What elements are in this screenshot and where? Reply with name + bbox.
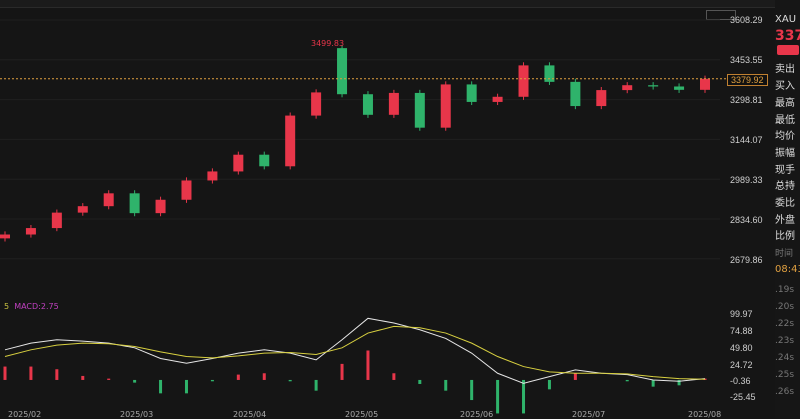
price-axis-label: 3298.81 xyxy=(730,95,763,105)
candle xyxy=(155,199,166,214)
candle xyxy=(466,84,477,102)
tick: .24s xyxy=(775,353,795,363)
favorite-button[interactable] xyxy=(777,45,799,55)
macd-axis-label: 49.80 xyxy=(730,343,753,353)
macd-axis-label: 74.88 xyxy=(730,326,753,336)
tick: .23s xyxy=(775,336,795,346)
macd-axis-label: -0.36 xyxy=(730,376,751,386)
tick: .25s xyxy=(775,370,795,380)
price-axis-label: 3453.55 xyxy=(730,55,763,65)
candle xyxy=(700,78,710,90)
date-label: 2025/06 xyxy=(460,410,494,419)
candle xyxy=(518,65,529,97)
candle xyxy=(207,171,218,181)
tick: .26s xyxy=(775,387,795,397)
label-outer: 外盘 xyxy=(775,215,795,226)
candle xyxy=(414,92,425,128)
date-label: 2025/02 xyxy=(8,410,42,419)
candle xyxy=(51,212,62,229)
price-axis-label: 3608.29 xyxy=(730,15,763,25)
label-high: 最高 xyxy=(775,98,795,109)
tick: .22s xyxy=(775,319,795,329)
label-buy: 买入 xyxy=(775,81,795,92)
candle xyxy=(25,228,36,235)
candle xyxy=(648,85,659,87)
macd-axis-label: 24.72 xyxy=(730,360,753,370)
candle xyxy=(259,154,270,167)
quote-panel: XAU 337 卖出 买入 最高 最低 均价 振幅 现手 总持 委比 外盘 比例… xyxy=(775,0,800,418)
candle xyxy=(388,92,399,115)
date-label: 2025/07 xyxy=(572,410,606,419)
price-axis-label: 2989.33 xyxy=(730,175,763,185)
candle xyxy=(233,154,244,172)
candle xyxy=(129,193,140,214)
tick: .19s xyxy=(775,285,795,295)
candle xyxy=(0,234,10,239)
candle xyxy=(570,81,581,107)
date-label: 2025/05 xyxy=(345,410,379,419)
dea-line xyxy=(4,325,706,380)
candle xyxy=(596,90,607,107)
candle xyxy=(103,193,114,207)
toolbar xyxy=(0,0,800,8)
time-value: 08:43 xyxy=(775,264,800,275)
macd-legend: 5 MACD:2.75 xyxy=(4,302,59,311)
candle xyxy=(544,65,555,82)
candle xyxy=(311,92,322,116)
label-ratio: 比例 xyxy=(775,231,795,242)
label-sell: 卖出 xyxy=(775,64,795,75)
label-avg: 均价 xyxy=(775,131,795,142)
candle xyxy=(622,85,633,91)
candle xyxy=(440,84,451,128)
price-axis-label: 3144.07 xyxy=(730,135,763,145)
macd-axis-label: -25.45 xyxy=(730,392,756,402)
macd-axis-label: 99.97 xyxy=(730,309,753,319)
candle xyxy=(77,206,88,213)
candle xyxy=(492,96,503,102)
symbol: XAU xyxy=(775,14,797,25)
chart-layout-buttons[interactable] xyxy=(706,10,736,20)
date-label: 2025/04 xyxy=(233,410,267,419)
label-volume: 现手 xyxy=(775,165,795,176)
kline-chart[interactable] xyxy=(0,0,775,418)
label-amplitude: 振幅 xyxy=(775,148,795,159)
date-label: 2025/08 xyxy=(688,410,722,419)
candle xyxy=(181,180,192,200)
label-open-interest: 总持 xyxy=(775,181,795,192)
last-price: 337 xyxy=(775,28,800,44)
date-label: 2025/03 xyxy=(120,410,154,419)
label-time: 时间 xyxy=(775,249,794,259)
label-low: 最低 xyxy=(775,115,795,126)
price-axis-label: 2679.86 xyxy=(730,255,763,265)
candle xyxy=(674,86,685,90)
candle xyxy=(285,115,296,167)
peak-label: 3499.83 xyxy=(311,39,345,48)
current-price-tag: 3379.92 xyxy=(727,74,768,86)
candle xyxy=(337,48,348,95)
label-order-ratio: 委比 xyxy=(775,198,795,209)
candle xyxy=(362,94,373,115)
tick: .20s xyxy=(775,302,795,312)
price-axis-label: 2834.60 xyxy=(730,215,763,225)
